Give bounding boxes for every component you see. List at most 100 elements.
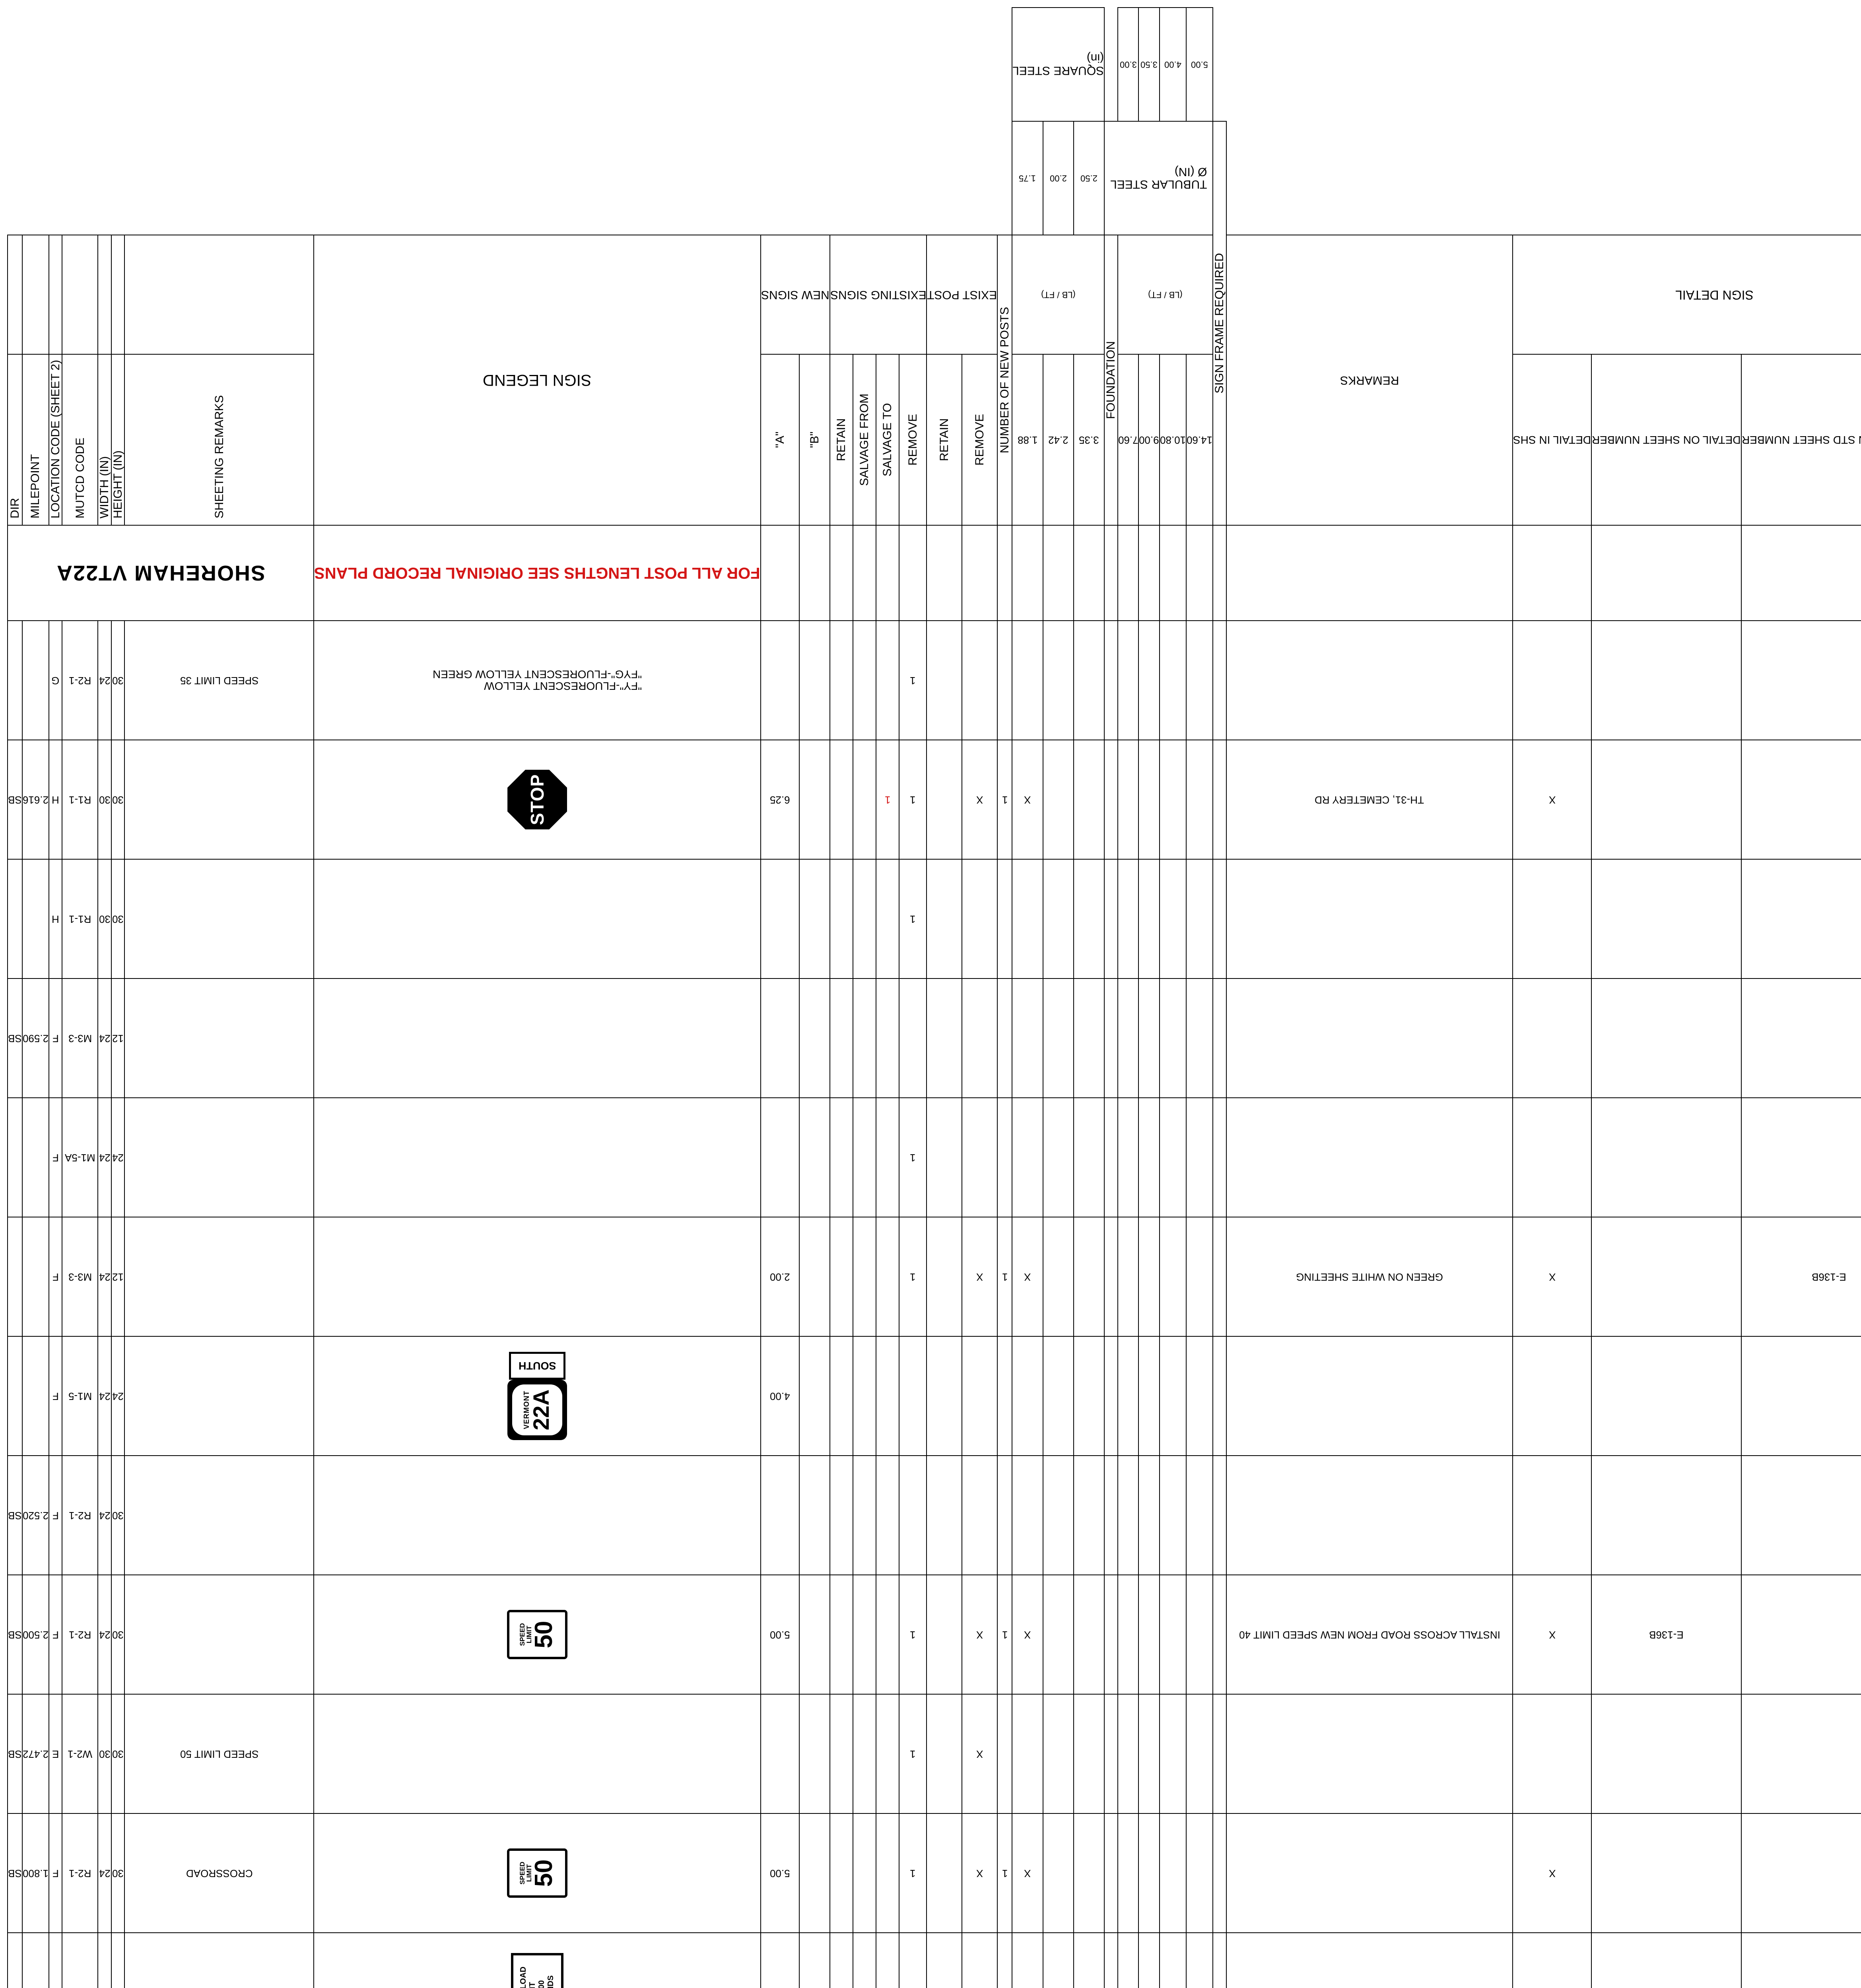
- cell-detail-on-sheet-number: [1591, 1932, 1741, 1988]
- cell-square-steel-2.50: [1073, 620, 1105, 740]
- cell-post-remove: X: [962, 1813, 998, 1933]
- legend-pad-tub-3: [1186, 525, 1213, 621]
- cell-mutcd-code: M1-5: [62, 1336, 98, 1456]
- cell-post-retain: [927, 859, 962, 978]
- cell-sign-frame-required: [1213, 1813, 1226, 1933]
- cell-remarks: [1226, 620, 1513, 740]
- cell-tubular-steel-3.50: [1138, 978, 1160, 1098]
- cell-post-remove: X: [962, 1217, 998, 1336]
- cell-new-posts: [997, 859, 1012, 978]
- cell-square-steel-1.75: X: [1012, 740, 1043, 859]
- cell-tubular-steel-5.00: [1186, 859, 1213, 978]
- cell-milepoint: [22, 1217, 49, 1336]
- cell-new-a: 5.00: [760, 1932, 800, 1988]
- cell-tubular-steel-4.00: [1159, 1217, 1187, 1336]
- cell-remarks: GREEN ON WHITE SHEETING: [1226, 1217, 1513, 1336]
- cell-exist-retain: [829, 1097, 853, 1217]
- square-steel-weight-0: 1.88: [1012, 354, 1043, 525]
- cell-exist-retain: [829, 1574, 853, 1694]
- cell-foundation: [1104, 859, 1118, 978]
- square-steel-weight-1: 2.42: [1043, 354, 1074, 525]
- cell-detail-on-sheet-number: [1591, 1217, 1741, 1336]
- cell-square-steel-2.00: [1043, 1813, 1074, 1933]
- cell-detail-on-sheet-number: [1591, 1694, 1741, 1813]
- cell-height-in: 12: [111, 978, 125, 1098]
- cell-new-a: [760, 1694, 800, 1813]
- cell-detail-on-std-sheet-number: [1741, 1336, 1861, 1456]
- cell-sheeting-remarks: [124, 1217, 314, 1336]
- cell-sheeting-remarks: [124, 978, 314, 1098]
- cell-new-a: 2.00: [760, 1217, 800, 1336]
- cell-sign-frame-required: [1213, 1097, 1226, 1217]
- cell-remarks: [1226, 1694, 1513, 1813]
- cell-mutcd-code: R2-1: [62, 1455, 98, 1575]
- cell-tubular-steel-3.00: [1117, 740, 1139, 859]
- cell-new-b: [799, 1455, 830, 1575]
- cell-detail-on-std-sheet-number: E-136B: [1741, 1217, 1861, 1336]
- cell-square-steel-2.50: [1073, 1813, 1105, 1933]
- cell-width-in: 24: [98, 1574, 111, 1694]
- cell-height-in: 30: [111, 1813, 125, 1933]
- cell-foundation: [1104, 740, 1118, 859]
- cell-mutcd-code: R2-1: [62, 1813, 98, 1933]
- legend-pad-new-b: [799, 525, 830, 621]
- cell-detail-in-shs: X: [1513, 1813, 1592, 1933]
- cell-sign-graphic: SPEED LIMIT 50: [314, 1813, 761, 1933]
- cell-detail-on-sheet-number: [1591, 740, 1741, 859]
- cell-height-in: 30: [111, 1455, 125, 1575]
- group-header-spacer-1: [8, 235, 22, 354]
- legend-pad-tub-1: [1138, 525, 1160, 621]
- cell-height-in: 12: [111, 1217, 125, 1336]
- cell-foundation: [1104, 978, 1118, 1098]
- cell-square-steel-2.00: [1043, 978, 1074, 1098]
- cell-sign-graphic: [314, 1097, 761, 1217]
- cell-mutcd-code: R1-1: [62, 859, 98, 978]
- cell-tubular-steel-3.50: [1138, 1336, 1160, 1456]
- tubular-steel-lbft-label: (LB / FT): [1117, 235, 1213, 354]
- cell-sign-graphic: STOP: [314, 740, 761, 859]
- cell-new-posts: [997, 1455, 1012, 1575]
- cell-sign-frame-required: [1213, 1694, 1226, 1813]
- cell-salvage-to: [876, 1455, 899, 1575]
- cell-remarks: [1226, 859, 1513, 978]
- cell-remarks: TH-31, CEMETERY RD: [1226, 740, 1513, 859]
- cell-tubular-steel-3.00: [1117, 1097, 1139, 1217]
- cell-height-in: 30: [111, 1574, 125, 1694]
- cell-tubular-steel-3.50: [1138, 1574, 1160, 1694]
- cell-mutcd-code: R1-1: [62, 740, 98, 859]
- group-square-steel: SQUARE STEEL (in): [1012, 8, 1105, 121]
- cell-milepoint: 0.749: [22, 1932, 49, 1988]
- cell-salvage-from: [853, 1813, 876, 1933]
- cell-new-b: [799, 1217, 830, 1336]
- cell-exist-remove: 1: [899, 1694, 927, 1813]
- cell-tubular-steel-3.00: [1117, 1217, 1139, 1336]
- cell-detail-on-std-sheet-number: [1741, 859, 1861, 978]
- row-header-salvage-to: SALVAGE TO: [876, 354, 899, 525]
- cell-location-code: H: [49, 859, 62, 978]
- cell-location-code: F: [49, 1097, 62, 1217]
- cell-salvage-from: [853, 1574, 876, 1694]
- cell-dir: [8, 1336, 22, 1456]
- route-label: SHOREHAM VT22A: [8, 525, 314, 621]
- cell-remarks: [1226, 1455, 1513, 1575]
- tubular-steel-size-0: 3.00: [1117, 8, 1139, 121]
- cell-exist-remove: [899, 1455, 927, 1575]
- cell-square-steel-1.75: [1012, 978, 1043, 1098]
- cell-sign-frame-required: [1213, 1574, 1226, 1694]
- cell-location-code: F: [49, 1813, 62, 1933]
- cell-new-b: [799, 740, 830, 859]
- cell-sign-frame-required: [1213, 978, 1226, 1098]
- cell-new-a: [760, 1455, 800, 1575]
- cell-square-steel-2.50: [1073, 978, 1105, 1098]
- cell-new-b: [799, 1813, 830, 1933]
- cell-location-code: E: [49, 1694, 62, 1813]
- cell-new-b: [799, 1574, 830, 1694]
- cell-post-retain: [927, 1932, 962, 1988]
- cell-post-remove: [962, 1097, 998, 1217]
- cell-new-b: [799, 859, 830, 978]
- row-header-width: WIDTH (IN): [98, 354, 111, 525]
- cell-milepoint: [22, 1097, 49, 1217]
- cell-new-a: 5.00: [760, 1574, 800, 1694]
- legend-pad-remarks: [1226, 525, 1513, 621]
- tubular-steel-weight-1: 9.00: [1138, 354, 1160, 525]
